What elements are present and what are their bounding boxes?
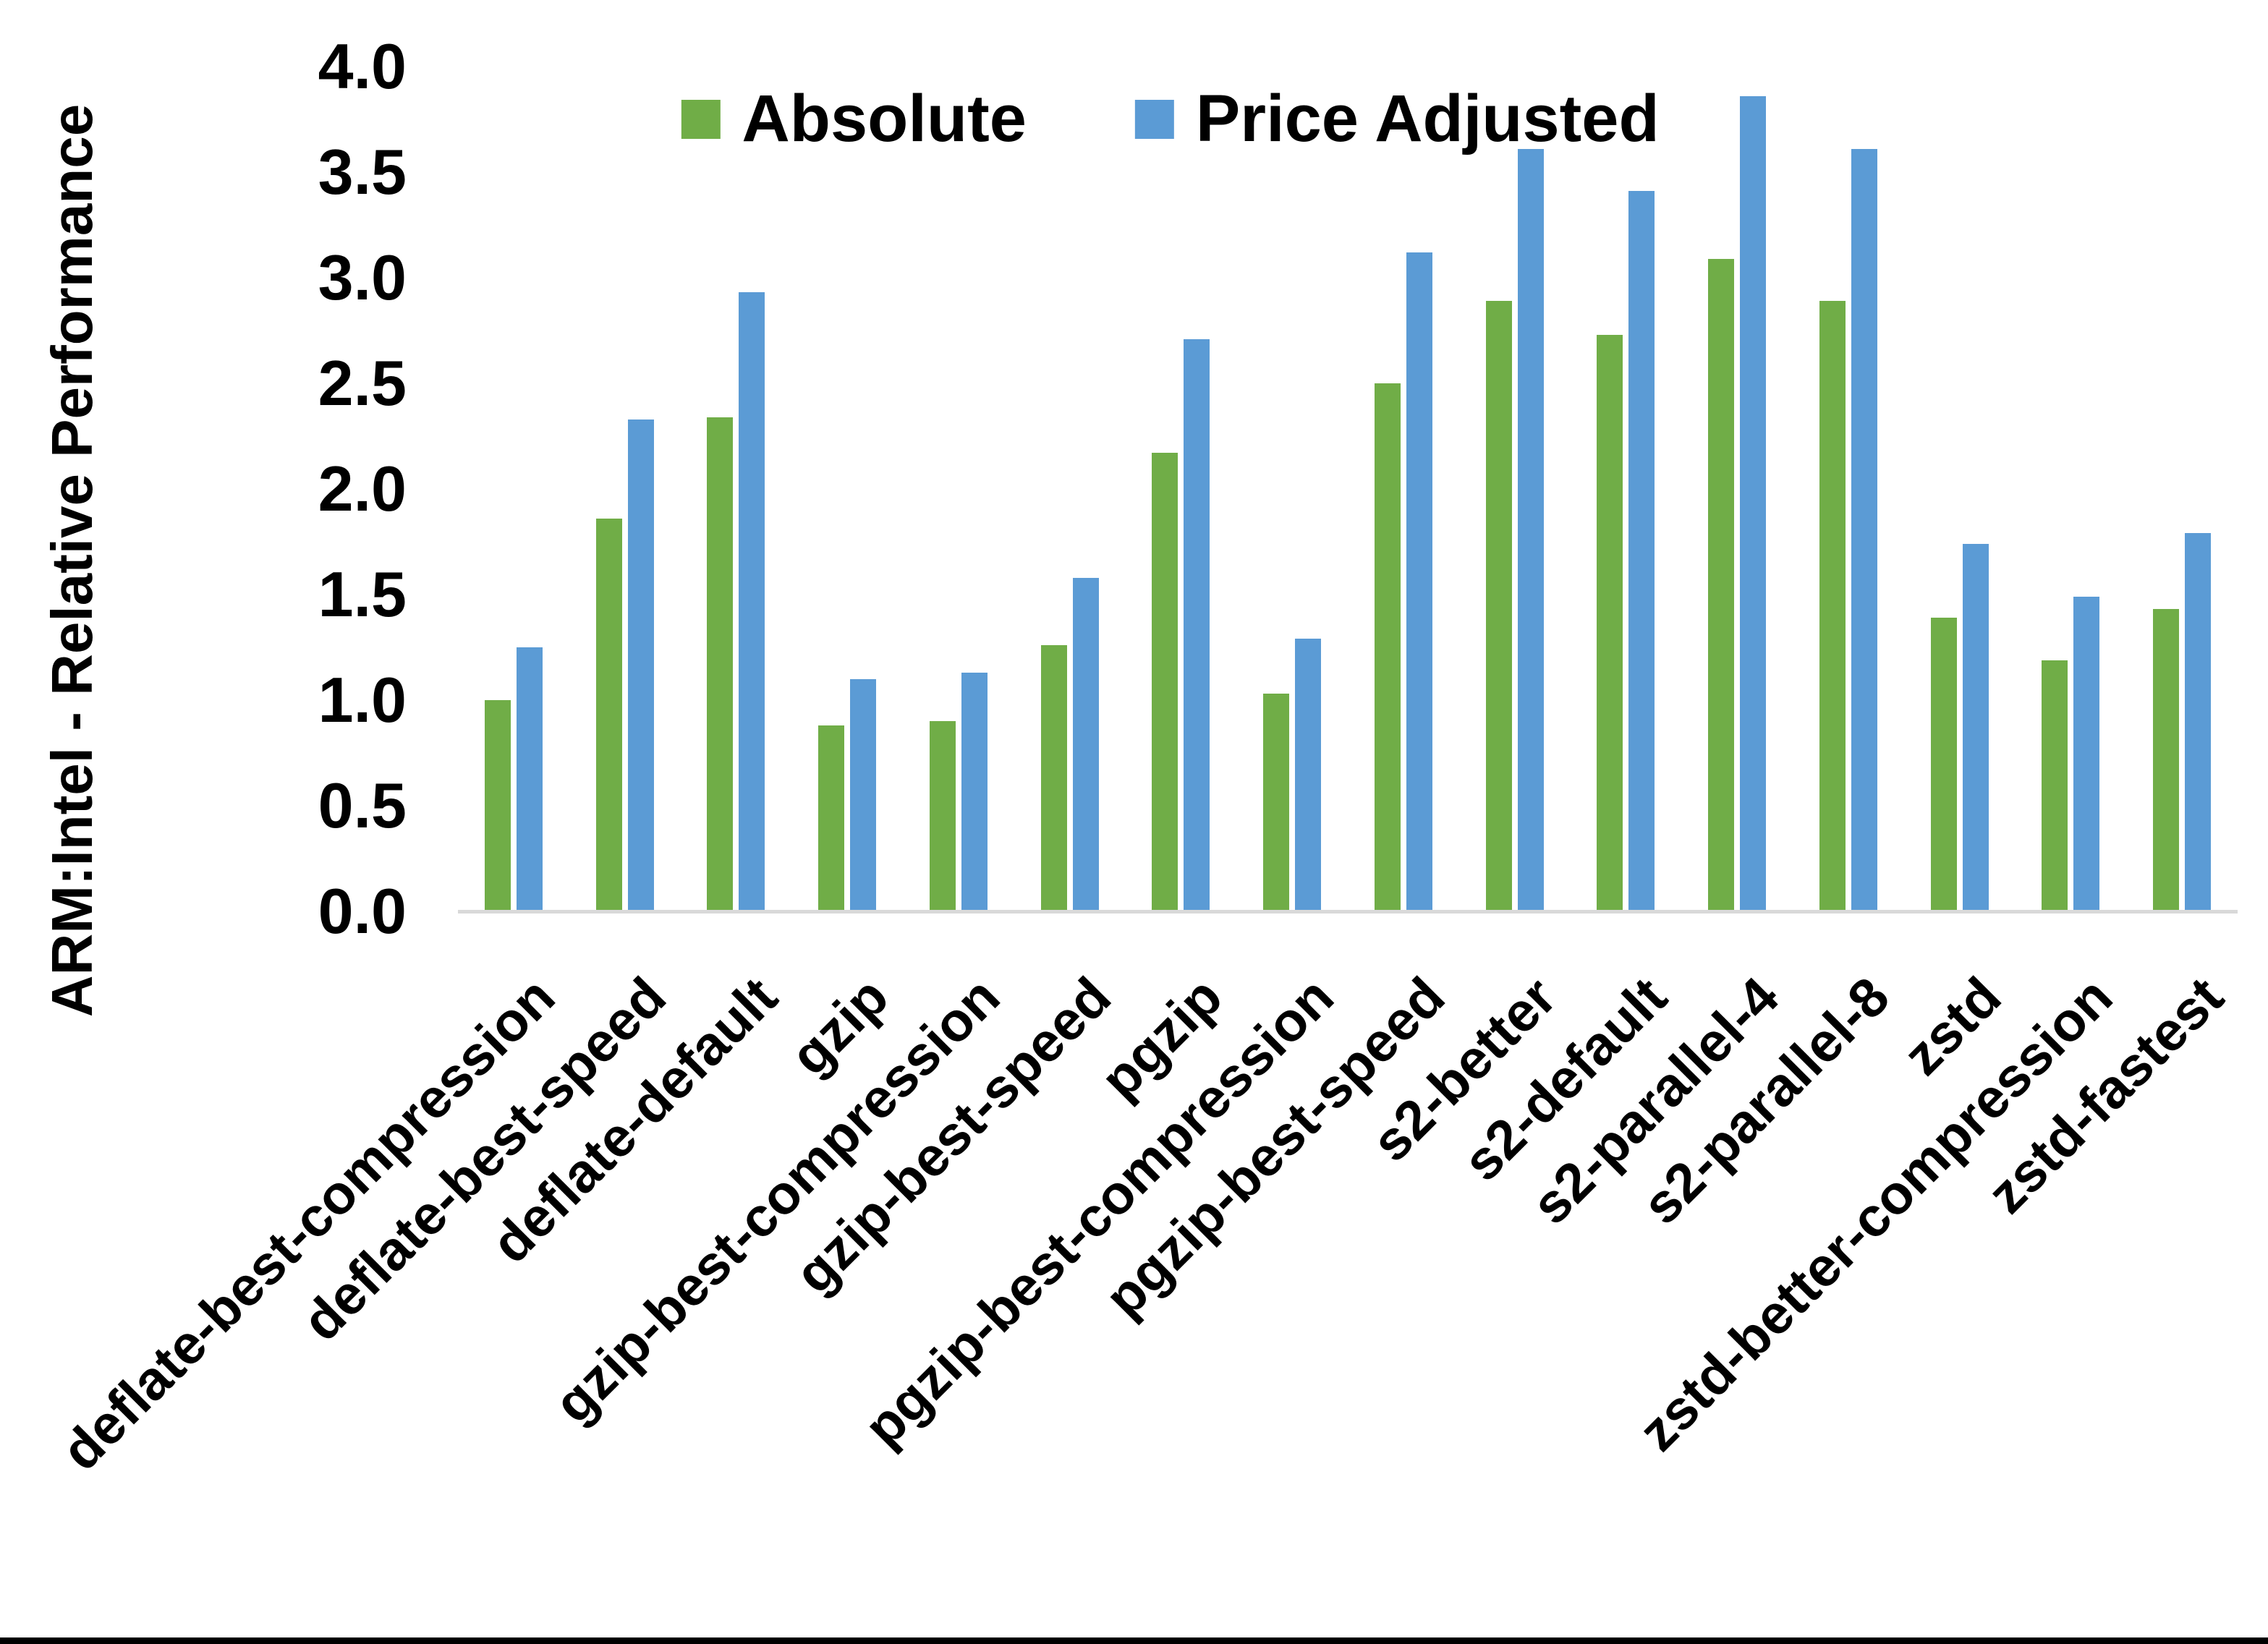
bar-price-adjusted [1740,96,1766,911]
legend-label-price-adjusted: Price Adjusted [1195,82,1660,156]
bar-absolute [2042,660,2068,911]
bar-absolute [2153,609,2179,911]
y-tick-label: 1.0 [318,664,407,736]
bar-absolute [1263,694,1289,911]
bar-absolute [485,700,511,911]
bar-absolute [1041,645,1067,911]
y-tick-label: 0.0 [318,875,407,947]
bar-absolute [1597,335,1623,911]
bar-absolute [1931,618,1957,911]
bar-absolute [818,725,844,911]
bar-price-adjusted [850,679,876,911]
bar-absolute [930,721,956,911]
y-tick-label: 2.5 [318,347,407,419]
bar-price-adjusted [1518,149,1544,911]
bar-absolute [1708,259,1734,911]
legend: Absolute Price Adjusted [681,81,1660,157]
bar-absolute [1819,301,1846,911]
legend-swatch-absolute [681,99,721,139]
bar-absolute [596,519,622,911]
bar-price-adjusted [961,673,988,911]
x-axis-line [458,910,2238,913]
y-axis-title: ARM:Intel - Relative Performance [40,103,104,1018]
y-tick-label: 2.0 [318,453,407,524]
bar-price-adjusted [739,292,765,911]
bottom-border [0,1637,2268,1644]
y-tick-label: 3.0 [318,242,407,313]
bar-price-adjusted [517,647,543,911]
bar-price-adjusted [2073,597,2099,911]
bar-price-adjusted [1851,149,1877,911]
bar-absolute [1375,383,1401,911]
y-tick-label: 1.5 [318,558,407,630]
bar-price-adjusted [2185,533,2211,911]
y-tick-label: 0.5 [318,770,407,841]
bar-price-adjusted [1406,252,1432,911]
legend-item-absolute: Absolute [681,81,1027,157]
bar-absolute [707,417,733,911]
y-tick-label: 3.5 [318,136,407,208]
bar-price-adjusted [1963,544,1989,911]
bar-price-adjusted [1295,639,1321,911]
bar-price-adjusted [628,419,654,911]
legend-label-absolute: Absolute [742,82,1027,156]
bar-price-adjusted [1073,578,1099,911]
bar-price-adjusted [1184,339,1210,911]
y-tick-label: 4.0 [318,30,407,102]
legend-swatch-price-adjusted [1134,99,1174,139]
bar-price-adjusted [1628,191,1655,911]
legend-item-price-adjusted: Price Adjusted [1134,81,1660,157]
bar-absolute [1152,453,1178,911]
bar-absolute [1486,301,1512,911]
